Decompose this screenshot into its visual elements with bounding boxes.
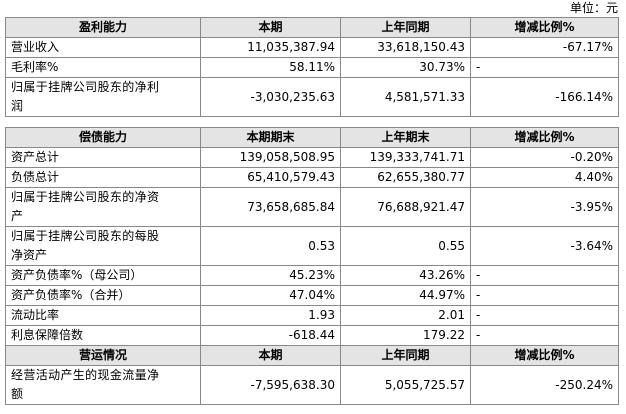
- solvency-table: 偿债能力 本期期末 上年期末 增减比例% 资产总计 139,058,508.95 139,3…: [5, 127, 619, 405]
- row-label: 负债总计: [5, 167, 201, 188]
- data-row: 归属于挂牌公司股东的净利润 -3,030,235.63 4,581,571.33 -1…: [5, 77, 619, 117]
- cell: -: [470, 325, 619, 346]
- cell: -250.24%: [470, 365, 619, 405]
- cell: 2.01: [340, 305, 471, 326]
- cell: -: [470, 285, 619, 306]
- cell: 45.23%: [200, 265, 341, 286]
- label-text: 营业收入: [11, 40, 60, 54]
- cell: 0.53: [200, 226, 341, 266]
- data-row: 资产负债率%（合并） 47.04% 44.97% -: [5, 285, 619, 306]
- row-label: 利息保障倍数: [5, 325, 201, 346]
- row-label: 资产负债率%（母公司）: [5, 265, 201, 286]
- label-text: 归属于挂牌公司股东的每股净资产: [11, 229, 159, 262]
- cell: 139,333,741.71: [340, 147, 471, 168]
- cell: 65,410,579.43: [200, 167, 341, 188]
- data-row: 利息保障倍数 -618.44 179.22-: [5, 325, 619, 346]
- label-text: 毛利率%: [11, 60, 59, 74]
- cell: 62,655,380.77: [340, 167, 471, 188]
- cell: 5,055,725.57: [340, 365, 471, 405]
- row-label: 归属于挂牌公司股东的净资产: [5, 187, 201, 227]
- label-text: 流动比率: [11, 308, 60, 322]
- header-cell: 上年期末: [340, 127, 471, 148]
- row-label: 资产负债率%（合并）: [5, 285, 201, 306]
- data-row: 经营活动产生的现金流量净额 -7,595,638.30 5,055,725.57 -2…: [5, 365, 619, 405]
- cell: 1.93: [200, 305, 341, 326]
- cell: -: [470, 57, 619, 78]
- header-cell: 上年同期: [340, 345, 471, 366]
- row-label: 归属于挂牌公司股东的每股净资产: [5, 226, 201, 266]
- label-text: 资产总计: [11, 150, 60, 164]
- cell: -166.14%: [470, 77, 619, 117]
- header-cell: 偿债能力: [5, 127, 201, 148]
- row-label: 毛利率%: [5, 57, 201, 78]
- cell: -3.64%: [470, 226, 619, 266]
- row-label: 营业收入: [5, 37, 201, 58]
- header-cell: 本期期末: [200, 127, 341, 148]
- cell: 11,035,387.94: [200, 37, 341, 58]
- header-cell: 增减比例%: [470, 127, 619, 148]
- row-label: 经营活动产生的现金流量净额: [5, 365, 201, 405]
- cell: -: [470, 265, 619, 286]
- cell: 0.55: [340, 226, 471, 266]
- header-cell: 本期: [200, 345, 341, 366]
- header-cell: 本期: [200, 17, 341, 38]
- cell: -0.20%: [470, 147, 619, 168]
- data-row: 归属于挂牌公司股东的每股净资产 0.53 0.55 -3.64%: [5, 226, 619, 266]
- cell: 47.04%: [200, 285, 341, 306]
- data-row: 营业收入 11,035,387.94 33,618,150.43 -67.17%: [5, 37, 619, 58]
- data-row: 资产总计 139,058,508.95 139,333,741.71 -0.20%: [5, 147, 619, 168]
- label-text: 归属于挂牌公司股东的净资产: [11, 190, 159, 223]
- header-row: 营运情况 本期 上年同期 增减比例%: [5, 345, 619, 366]
- cell: -: [470, 305, 619, 326]
- cell: -7,595,638.30: [200, 365, 341, 405]
- profit-table: 盈利能力 本期 上年同期 增减比例% 营业收入 11,035,387.94 33,618,1…: [5, 17, 619, 117]
- cell: 73,658,685.84: [200, 187, 341, 227]
- cell: 139,058,508.95: [200, 147, 341, 168]
- data-row: 负债总计 65,410,579.43 62,655,380.77 4.40%: [5, 167, 619, 188]
- unit-label: 单位：元: [569, 1, 618, 15]
- cell: 179.22: [340, 325, 471, 346]
- label-text: 资产负债率%（合并）: [11, 288, 131, 302]
- header-cell: 增减比例%: [470, 345, 619, 366]
- row-label: 资产总计: [5, 147, 201, 168]
- row-label: 归属于挂牌公司股东的净利润: [5, 77, 201, 117]
- header-cell: 上年同期: [340, 17, 471, 38]
- header-cell: 增减比例%: [470, 17, 619, 38]
- data-row: 归属于挂牌公司股东的净资产 73,658,685.84 76,688,921.47-…: [5, 187, 619, 227]
- cell: -3.95%: [470, 187, 619, 227]
- data-row: 流动比率 1.93 2.01-: [5, 305, 619, 326]
- cell: 4,581,571.33: [340, 77, 471, 117]
- label-text: 归属于挂牌公司股东的净利润: [11, 80, 159, 113]
- cell: 43.26%: [340, 265, 471, 286]
- cell: 44.97%: [340, 285, 471, 306]
- header-row: 偿债能力 本期期末 上年期末 增减比例%: [5, 127, 619, 148]
- header-row: 盈利能力 本期 上年同期 增减比例%: [5, 17, 619, 38]
- cell: 30.73%: [340, 57, 471, 78]
- label-text: 经营活动产生的现金流量净额: [11, 368, 159, 401]
- label-text: 负债总计: [11, 170, 60, 184]
- data-row: 毛利率% 58.11% 30.73% -: [5, 57, 619, 78]
- cell: 33,618,150.43: [340, 37, 471, 58]
- cell: 58.11%: [200, 57, 341, 78]
- cell: 76,688,921.47: [340, 187, 471, 227]
- cell: -618.44: [200, 325, 341, 346]
- cell: 4.40%: [470, 167, 619, 188]
- header-cell: 盈利能力: [5, 17, 201, 38]
- label-text: 资产负债率%（母公司）: [11, 268, 143, 282]
- data-row: 资产负债率%（母公司） 45.23% 43.26% -: [5, 265, 619, 286]
- header-cell: 营运情况: [5, 345, 201, 366]
- row-label: 流动比率: [5, 305, 201, 326]
- cell: -3,030,235.63: [200, 77, 341, 117]
- label-text: 利息保障倍数: [11, 328, 84, 342]
- cell: -67.17%: [470, 37, 619, 58]
